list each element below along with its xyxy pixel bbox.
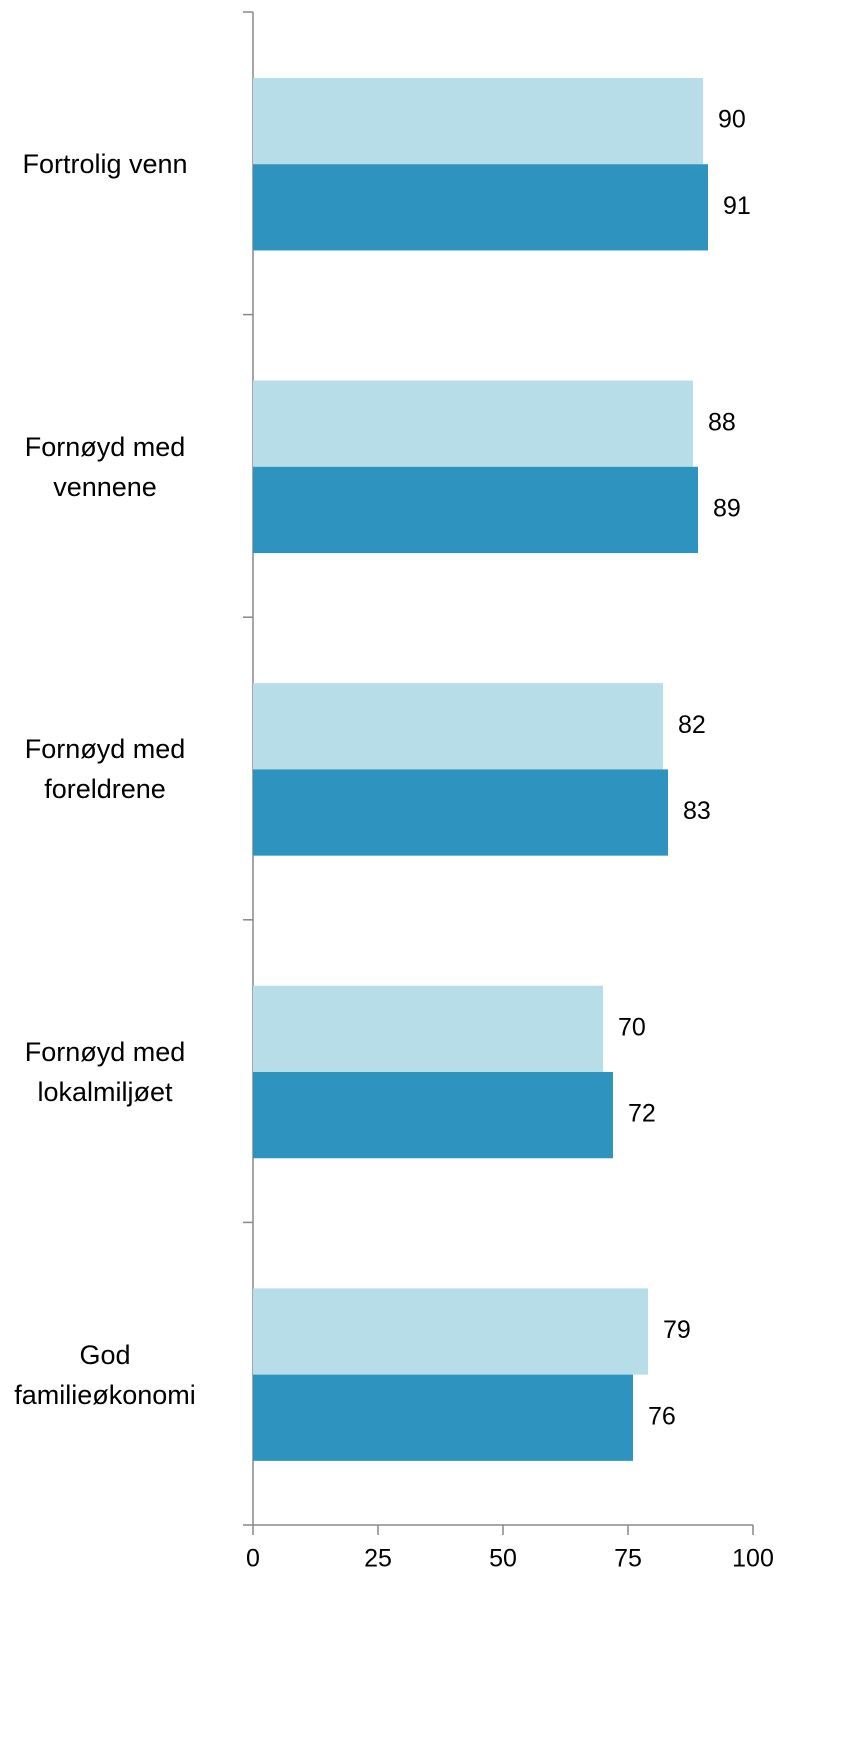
bar bbox=[253, 1374, 633, 1461]
value-label: 79 bbox=[663, 1316, 691, 1344]
x-tick-label: 75 bbox=[614, 1545, 642, 1573]
bar bbox=[253, 77, 703, 165]
category-label: Fornøyd med vennene bbox=[24, 431, 186, 502]
value-label: 83 bbox=[683, 797, 711, 825]
category-label: Fornøyd med lokalmiljøet bbox=[24, 1037, 186, 1107]
value-label: 90 bbox=[718, 106, 746, 134]
bar bbox=[253, 769, 668, 856]
value-label: 72 bbox=[628, 1100, 656, 1128]
value-label: 76 bbox=[648, 1402, 676, 1430]
value-label: 82 bbox=[678, 711, 706, 739]
bar bbox=[253, 1072, 613, 1159]
value-label: 70 bbox=[618, 1013, 646, 1041]
value-label: 89 bbox=[713, 495, 741, 523]
x-tick-label: 100 bbox=[732, 1545, 774, 1573]
x-tick-label: 25 bbox=[364, 1545, 392, 1573]
x-tick-label: 50 bbox=[489, 1545, 517, 1573]
bar bbox=[253, 164, 708, 251]
bar bbox=[253, 985, 603, 1073]
value-label: 91 bbox=[723, 192, 751, 220]
category-label: God familieøkonomi bbox=[14, 1339, 196, 1410]
bar bbox=[253, 466, 698, 554]
bar bbox=[253, 380, 693, 467]
x-tick-label: 0 bbox=[246, 1545, 260, 1573]
bar bbox=[253, 683, 663, 770]
category-label: Fornøyd med foreldrene bbox=[24, 734, 186, 805]
bar bbox=[253, 1288, 648, 1375]
value-label: 88 bbox=[708, 408, 736, 436]
category-label: Fortrolig venn bbox=[22, 149, 188, 180]
